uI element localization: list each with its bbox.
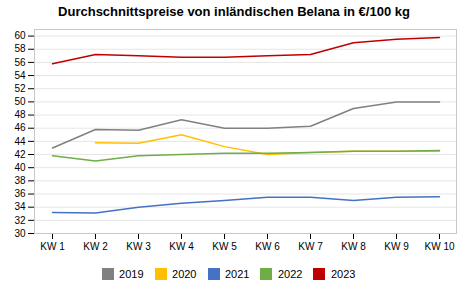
svg-text:40: 40 [14, 162, 26, 173]
svg-text:52: 52 [14, 83, 26, 94]
svg-text:48: 48 [14, 109, 26, 120]
html-text:2022: 2022 [278, 267, 303, 280]
html-text:2021: 2021 [225, 267, 250, 280]
svg-text:KW 9: KW 9 [384, 241, 409, 252]
svg-text:34: 34 [14, 201, 26, 212]
svg-text:KW 3: KW 3 [126, 241, 151, 252]
svg-text:KW 2: KW 2 [83, 241, 108, 252]
svg-text:KW 10: KW 10 [424, 241, 454, 252]
svg-text:KW 8: KW 8 [341, 241, 366, 252]
svg-text:56: 56 [14, 57, 26, 68]
svg-text:54: 54 [14, 70, 26, 81]
svg-text:KW 5: KW 5 [212, 241, 237, 252]
html-text:Durchschnittspreise von inländ: Durchschnittspreise von inländischen Bel… [58, 4, 410, 19]
svg-text:32: 32 [14, 215, 26, 226]
svg-text:KW 7: KW 7 [298, 241, 323, 252]
svg-text:KW 1: KW 1 [40, 241, 65, 252]
svg-text:44: 44 [14, 136, 26, 147]
svg-text:58: 58 [14, 43, 26, 54]
svg-text:KW 6: KW 6 [255, 241, 280, 252]
svg-text:50: 50 [14, 96, 26, 107]
svg-text:38: 38 [14, 175, 26, 186]
html-text:2023: 2023 [331, 267, 356, 280]
svg-text:42: 42 [14, 149, 26, 160]
svg-text:KW 4: KW 4 [169, 241, 194, 252]
svg-text:36: 36 [14, 188, 26, 199]
svg-text:30: 30 [14, 228, 26, 239]
html-text:2019: 2019 [119, 267, 144, 280]
html-text:2020: 2020 [172, 267, 197, 280]
svg-text:60: 60 [14, 30, 26, 41]
svg-text:46: 46 [14, 122, 26, 133]
